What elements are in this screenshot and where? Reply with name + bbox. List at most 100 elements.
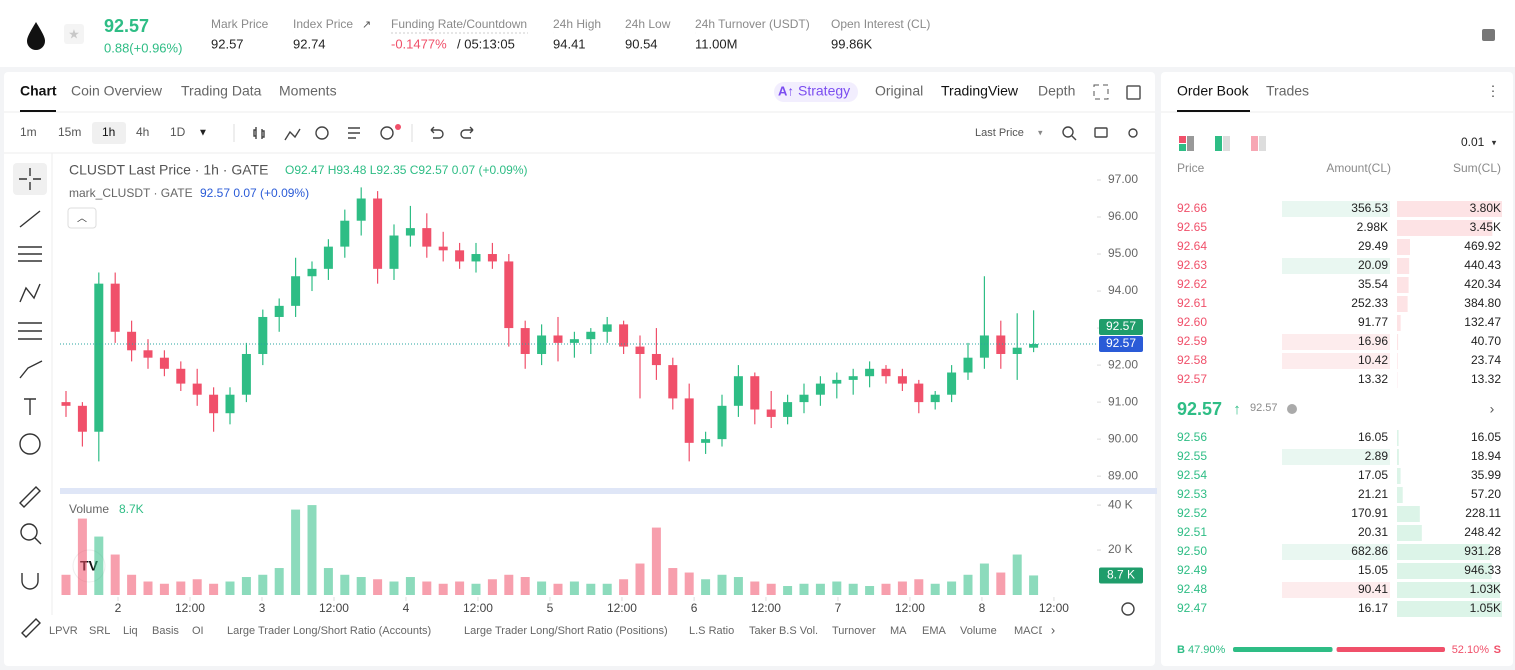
candle-body (455, 250, 465, 262)
dropdown-arrow[interactable]: ▼ (198, 128, 208, 139)
favorite-button[interactable] (64, 24, 84, 44)
order-amount: 16.05 (1358, 430, 1388, 444)
chart-tab[interactable]: Moments (279, 83, 337, 99)
indicator-tab[interactable]: Basis (152, 625, 179, 637)
volume-bar (61, 574, 71, 595)
mid-price: 92.57 (1177, 399, 1222, 419)
candle-body (127, 331, 137, 351)
candle-body (865, 368, 875, 377)
sell-ratio: 52.10% (1452, 644, 1490, 656)
candle-body (1012, 347, 1022, 354)
strategy-pill[interactable] (774, 82, 858, 102)
precision-select[interactable]: 0.01 (1461, 135, 1485, 149)
volume-bar (619, 579, 629, 595)
indicator-tab[interactable]: L.S Ratio (689, 625, 734, 637)
candle-body (176, 368, 186, 384)
view-tab[interactable]: Strategy (798, 83, 850, 99)
candle-body (553, 335, 563, 343)
order-sum: 946.33 (1464, 563, 1501, 577)
volume-bar (405, 577, 415, 595)
indicator-tab[interactable]: OI (192, 625, 204, 637)
x-tick-label: 4 (403, 601, 410, 615)
indicator-tab[interactable]: Turnover (832, 625, 876, 637)
volume-bar (209, 583, 219, 595)
x-tick-label: 12:00 (319, 601, 349, 615)
toolbar-icons[interactable] (253, 126, 1138, 141)
y-tick-label: 92.00 (1108, 357, 1138, 371)
chevron[interactable]: › (1490, 401, 1495, 417)
volume-bar (487, 579, 497, 595)
volume-tick-label: 40 K (1108, 497, 1133, 511)
candle-body (832, 379, 842, 384)
coin-icon (27, 22, 45, 50)
volume-bar (799, 583, 809, 595)
x-tick-label: 12:00 (895, 601, 925, 615)
candle-body (438, 246, 448, 251)
indicator-tab[interactable]: SRL (89, 625, 110, 637)
column-header: Sum(CL) (1453, 161, 1501, 175)
interval[interactable]: 4h (136, 125, 149, 139)
sell-bar (1336, 647, 1445, 652)
indicator-tab[interactable]: MA (890, 625, 907, 637)
sell-label: S (1494, 644, 1501, 656)
orderbook-tab[interactable]: Trades (1266, 83, 1309, 99)
chart-tab[interactable]: Coin Overview (71, 83, 163, 99)
y-tick-label: 95.00 (1108, 246, 1138, 260)
layout-icons[interactable] (1179, 136, 1266, 151)
price-type-select[interactable]: Last Price (975, 127, 1024, 139)
window-icon[interactable] (1126, 85, 1141, 100)
interval[interactable]: 15m (58, 125, 81, 139)
dropdown-arrow[interactable]: ▾ (1492, 137, 1497, 147)
candle-body (668, 365, 678, 399)
volume-bar (176, 581, 186, 595)
x-tick-label: 12:00 (607, 601, 637, 615)
book-icon[interactable] (1482, 29, 1495, 41)
more-menu[interactable]: ⋮ (1486, 83, 1500, 99)
drawing-tools[interactable] (18, 168, 43, 638)
candle-body (684, 398, 694, 443)
order-price: 92.49 (1177, 563, 1207, 577)
volume-tag: 8.7 K (1107, 568, 1135, 582)
order-price: 92.66 (1177, 201, 1207, 215)
order-price: 92.52 (1177, 506, 1207, 520)
chart-tab[interactable]: Chart (20, 83, 57, 99)
fullscreen-icon[interactable] (1093, 84, 1109, 100)
dropdown-arrow[interactable]: ▾ (1038, 127, 1043, 137)
indicator-tab[interactable]: MACD (1014, 625, 1046, 637)
volume-bar (192, 579, 202, 595)
indicator-tab[interactable]: Taker B.S Vol. (749, 625, 818, 637)
indicator-tab[interactable]: Large Trader Long/Short Ratio (Positions… (464, 625, 668, 637)
candle-body (848, 376, 858, 380)
depth-bar (1397, 468, 1401, 484)
indicator-tab[interactable]: LPVR (49, 625, 78, 637)
indicator-tab[interactable]: EMA (922, 625, 947, 637)
indicator-tab[interactable]: Large Trader Long/Short Ratio (Accounts) (227, 625, 431, 637)
stat-label: 24h Turnover (USDT) (695, 17, 810, 31)
view-tab[interactable]: Original (875, 83, 923, 99)
stat-label: Funding Rate/Countdown (391, 17, 527, 31)
depth-bar (1397, 544, 1491, 560)
chart-title: CLUSDT Last Price · 1h · GATE (69, 162, 268, 178)
interval[interactable]: 1D (170, 125, 186, 139)
order-amount: 2.98K (1357, 220, 1388, 234)
order-amount: 29.49 (1358, 239, 1388, 253)
collapse-button[interactable] (67, 207, 97, 229)
settings-icon[interactable] (1121, 602, 1135, 616)
x-tick-label: 12:00 (751, 601, 781, 615)
chart-tab[interactable]: Trading Data (181, 83, 262, 99)
candle-body (930, 394, 940, 403)
indicator-tab[interactable]: Volume (960, 625, 997, 637)
stat-value: 92.57 (211, 36, 244, 51)
view-tab[interactable]: TradingView (941, 83, 1019, 99)
volume-bar (996, 572, 1006, 595)
interval[interactable]: 1m (20, 125, 37, 139)
order-price: 92.57 (1177, 372, 1207, 386)
order-price: 92.48 (1177, 582, 1207, 596)
view-tab[interactable]: Depth (1038, 83, 1075, 99)
indicator-tab[interactable]: Liq (123, 625, 138, 637)
indicator-scroll[interactable]: › (1051, 622, 1055, 637)
interval[interactable]: 1h (102, 125, 115, 139)
orderbook-tab[interactable]: Order Book (1177, 83, 1250, 99)
buy-label: B (1177, 644, 1185, 656)
order-amount: 20.31 (1358, 525, 1388, 539)
